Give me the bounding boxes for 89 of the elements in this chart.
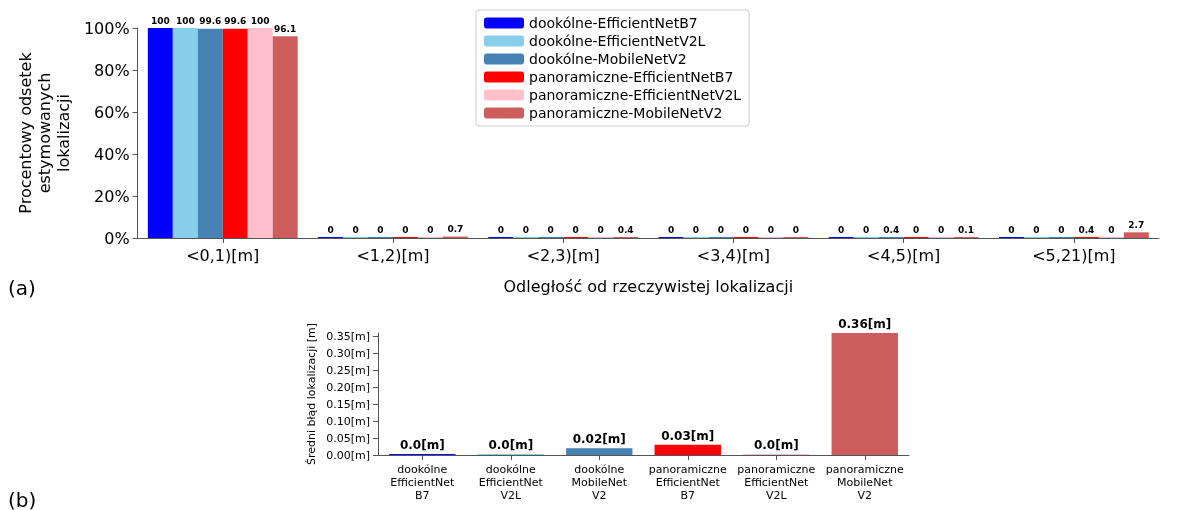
x-tick-label: <2,3)[m] — [526, 245, 600, 265]
data-label: 96.1 — [274, 23, 297, 34]
x-axis-title: Odległość od rzeczywistej lokalizacji — [503, 276, 794, 296]
data-label: 0 — [497, 224, 504, 235]
data-label: 0 — [572, 224, 579, 235]
data-label: 0 — [1108, 224, 1115, 235]
data-label: 0 — [667, 224, 675, 235]
legend-label: panoramiczne-EfficientNetV2L — [529, 87, 742, 103]
data-label: 0 — [1033, 224, 1040, 235]
x-tick-label: dookólne MobileNet V2 — [571, 463, 628, 502]
data-label: 99.6 — [224, 16, 247, 27]
bar — [172, 28, 198, 238]
y-tick-label: 0.20[m] — [326, 380, 370, 394]
data-label: 0.4 — [617, 224, 634, 235]
data-label: 0 — [522, 224, 529, 235]
x-tick-label: panoramiczne EfficientNet B7 — [648, 463, 727, 502]
bar — [222, 28, 248, 238]
data-label: 100 — [150, 15, 170, 26]
data-label: 2.7 — [1128, 219, 1145, 230]
y-tick-label: 0% — [104, 228, 130, 248]
data-label: 0 — [427, 224, 434, 235]
x-tick-label: dookólne EfficientNet B7 — [390, 463, 455, 502]
data-label: 0 — [792, 224, 799, 235]
data-label: 0 — [1008, 224, 1015, 235]
text: (b) — [8, 488, 37, 510]
legend-label: dookólne-EfficientNetB7 — [529, 15, 698, 31]
x-tick-label: panoramiczne MobileNet V2 — [825, 463, 904, 502]
data-label: 0 — [692, 224, 700, 235]
data-label: 0 — [863, 224, 870, 235]
bar — [1123, 232, 1149, 238]
legend-label: panoramiczne-EfficientNetB7 — [529, 69, 734, 85]
y-tick-label: 0.35[m] — [326, 329, 370, 343]
data-label: 0 — [597, 224, 604, 235]
legend-label: dookólne-MobileNetV2 — [529, 51, 687, 67]
x-tick-label: <3,4)[m] — [696, 245, 771, 265]
legend-label: panoramiczne-MobileNetV2 — [529, 105, 723, 121]
y-tick-label: 0.05[m] — [326, 431, 370, 445]
y-tick-label: 0.00[m] — [326, 448, 370, 462]
data-label: 100 — [175, 15, 195, 26]
data-label: 0.4 — [883, 224, 900, 235]
data-label: 0.02[m] — [572, 432, 626, 447]
data-label: 0 — [717, 224, 725, 235]
y-tick-label: 40% — [94, 144, 130, 164]
data-label: 0.4 — [1078, 224, 1095, 235]
data-label: 99.6 — [199, 16, 222, 27]
y-axis-title: Procentowy odsetek estymowanych lokalizacji — [16, 51, 73, 214]
y-tick-label: 60% — [94, 102, 130, 122]
data-label: 0.7 — [447, 224, 464, 235]
bar — [566, 448, 633, 455]
y-axis-title: Średni błąd lokalizacji [m] — [304, 322, 318, 466]
y-tick-label: 20% — [94, 186, 130, 206]
data-label: 0 — [352, 224, 359, 235]
data-label: 0 — [838, 224, 845, 235]
x-tick-label: panoramiczne EfficientNet V2L — [737, 463, 816, 502]
bar — [831, 333, 898, 455]
x-tick-label: <4,5)[m] — [867, 245, 941, 265]
bar — [147, 28, 173, 238]
bar — [247, 28, 273, 238]
y-tick-label: 0.15[m] — [326, 397, 370, 411]
x-tick-label: <5,21)[m] — [1032, 245, 1116, 265]
data-label: 0 — [547, 224, 554, 235]
x-tick-label: <0,1)[m] — [186, 245, 260, 265]
bar — [197, 28, 223, 238]
x-tick-label: <1,2)[m] — [356, 245, 430, 265]
text: (a) — [8, 276, 36, 300]
data-label: 0 — [377, 224, 384, 235]
data-label: 0.1 — [958, 224, 975, 235]
bar — [654, 444, 721, 455]
bar — [272, 36, 298, 238]
data-label: 0 — [327, 224, 334, 235]
data-label: 0 — [913, 224, 920, 235]
data-label: 100 — [250, 15, 270, 26]
data-label: 0.0[m] — [753, 438, 799, 452]
data-label: 0.0[m] — [488, 438, 534, 452]
data-label: 0 — [1058, 224, 1065, 235]
data-label: 0 — [937, 224, 945, 235]
data-label: 0 — [767, 224, 775, 235]
data-label: 0.36[m] — [838, 317, 892, 331]
y-tick-label: 0.25[m] — [326, 363, 370, 377]
legend-label: dookólne-EfficientNetV2L — [529, 33, 706, 49]
y-tick-label: 0.30[m] — [326, 346, 370, 360]
y-tick-label: 80% — [94, 60, 130, 80]
y-tick-label: 0.10[m] — [326, 414, 370, 428]
data-label: 0 — [402, 224, 409, 235]
y-tick-label: 100% — [83, 18, 130, 38]
data-label: 0 — [742, 224, 750, 235]
data-label: 0.03[m] — [661, 428, 715, 443]
x-tick-label: dookólne EfficientNet V2L — [478, 463, 544, 502]
data-label: 0.0[m] — [399, 438, 445, 452]
